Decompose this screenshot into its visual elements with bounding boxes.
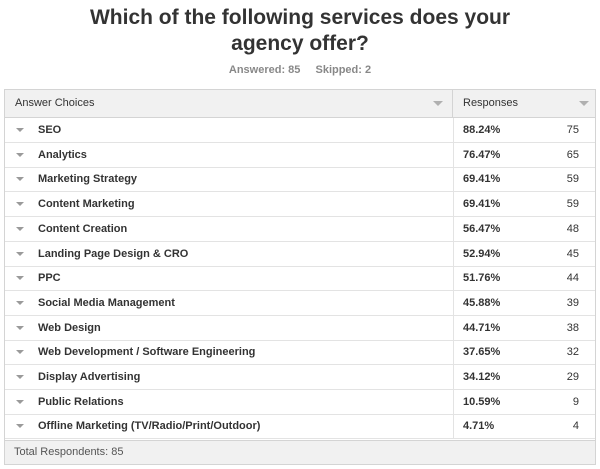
responses-label: Responses — [463, 97, 519, 109]
answer-choice-label: Web Design — [38, 321, 101, 334]
answer-choice-label: Landing Page Design & CRO — [38, 247, 189, 260]
response-count: 45 — [566, 247, 579, 260]
column-divider — [453, 266, 454, 291]
responses-column-header[interactable]: Responses — [453, 90, 595, 117]
answer-choices-column-header[interactable]: Answer Choices — [5, 90, 453, 117]
expand-caret-icon[interactable] — [16, 177, 24, 182]
table-row: SEO 88.24% 75 — [5, 118, 595, 143]
response-count: 38 — [566, 321, 579, 334]
answer-choice-label: PPC — [38, 272, 61, 285]
response-percent: 51.76% — [463, 272, 501, 285]
table-row: Social Media Management 45.88% 39 — [5, 290, 595, 316]
response-percent: 4.71% — [463, 420, 495, 433]
response-count: 59 — [566, 173, 579, 186]
table-row: Marketing Strategy 69.41% 59 — [5, 167, 595, 193]
expand-caret-icon[interactable] — [16, 325, 24, 330]
response-count: 4 — [572, 420, 579, 433]
response-summary: Answered: 85 Skipped: 2 — [0, 64, 600, 76]
sort-arrow-icon[interactable] — [433, 101, 443, 106]
answer-choice-label: Content Creation — [38, 222, 128, 235]
column-divider — [453, 365, 454, 389]
answer-choice-label: Public Relations — [38, 395, 124, 408]
response-percent: 56.47% — [463, 222, 501, 235]
column-divider — [453, 414, 454, 439]
table-row: Content Creation 56.47% 48 — [5, 216, 595, 242]
answer-choice-label: Content Marketing — [38, 198, 135, 211]
answered-count: Answered: 85 — [228, 64, 301, 76]
table-header: Answer Choices Responses — [5, 90, 595, 118]
response-count: 48 — [566, 222, 579, 235]
answer-choice-label: Offline Marketing (TV/Radio/Print/Outdoo… — [38, 420, 261, 433]
response-percent: 45.88% — [463, 296, 501, 309]
response-count: 32 — [566, 346, 579, 359]
question-title: Which of the following services does you… — [0, 5, 600, 57]
response-count: 44 — [566, 272, 579, 285]
expand-caret-icon[interactable] — [16, 375, 24, 379]
table-row: Display Advertising 34.12% 29 — [5, 365, 595, 390]
table-row: Offline Marketing (TV/Radio/Print/Outdoo… — [5, 414, 595, 440]
response-percent: 76.47% — [463, 148, 501, 161]
skipped-count: Skipped: 2 — [315, 64, 372, 76]
response-count: 59 — [566, 198, 579, 211]
response-percent: 52.94% — [463, 247, 501, 260]
table-footer: Total Respondents: 85 — [5, 440, 595, 464]
expand-caret-icon[interactable] — [16, 350, 24, 355]
answer-choice-label: Social Media Management — [38, 296, 175, 309]
table-row: PPC 51.76% 44 — [5, 266, 595, 292]
total-respondents: Total Respondents: 85 — [14, 446, 124, 458]
response-percent: 69.41% — [463, 198, 501, 211]
response-percent: 88.24% — [463, 124, 501, 136]
response-percent: 34.12% — [463, 371, 501, 383]
response-percent: 37.65% — [463, 346, 501, 359]
expand-caret-icon[interactable] — [16, 276, 24, 281]
expand-caret-icon[interactable] — [16, 128, 24, 132]
response-percent: 44.71% — [463, 321, 501, 334]
table-row: Landing Page Design & CRO 52.94% 45 — [5, 241, 595, 267]
table-row: Public Relations 10.59% 9 — [5, 389, 595, 415]
expand-caret-icon[interactable] — [16, 251, 24, 256]
table-row: Web Design 44.71% 38 — [5, 315, 595, 341]
table-row: Content Marketing 69.41% 59 — [5, 192, 595, 218]
answer-choice-label: Web Development / Software Engineering — [38, 346, 256, 359]
column-divider — [453, 142, 454, 167]
column-divider — [453, 340, 454, 365]
sort-arrow-icon[interactable] — [579, 101, 589, 106]
expand-caret-icon[interactable] — [16, 300, 24, 305]
response-count: 65 — [566, 148, 579, 161]
response-count: 39 — [566, 296, 579, 309]
response-count: 29 — [566, 371, 579, 383]
table-row: Analytics 76.47% 65 — [5, 142, 595, 168]
answer-choices-label: Answer Choices — [15, 97, 95, 109]
response-count: 75 — [566, 124, 579, 136]
column-divider — [453, 241, 454, 266]
answer-choice-label: Analytics — [38, 148, 87, 161]
answer-choice-label: SEO — [38, 124, 62, 136]
expand-caret-icon[interactable] — [16, 202, 24, 207]
column-divider — [453, 290, 454, 315]
expand-caret-icon[interactable] — [16, 399, 24, 404]
table-row: Web Development / Software Engineering 37… — [5, 340, 595, 366]
expand-caret-icon[interactable] — [16, 152, 24, 157]
column-divider — [453, 216, 454, 241]
column-divider — [453, 192, 454, 217]
column-divider — [453, 167, 454, 192]
answer-choice-label: Marketing Strategy — [38, 173, 138, 186]
question-title-line-1: Which of the following services does you… — [89, 6, 511, 29]
answer-choice-label: Display Advertising — [38, 371, 141, 383]
column-divider — [453, 118, 454, 142]
question-title-line-2: agency offer? — [231, 32, 369, 55]
column-divider — [453, 315, 454, 340]
column-divider — [453, 389, 454, 414]
response-percent: 69.41% — [463, 173, 501, 186]
expand-caret-icon[interactable] — [16, 424, 24, 429]
response-count: 9 — [572, 395, 579, 408]
response-percent: 10.59% — [463, 395, 501, 408]
expand-caret-icon[interactable] — [16, 226, 24, 231]
results-table: Answer Choices Responses SEO 88.24% 75 Anal… — [4, 89, 596, 465]
